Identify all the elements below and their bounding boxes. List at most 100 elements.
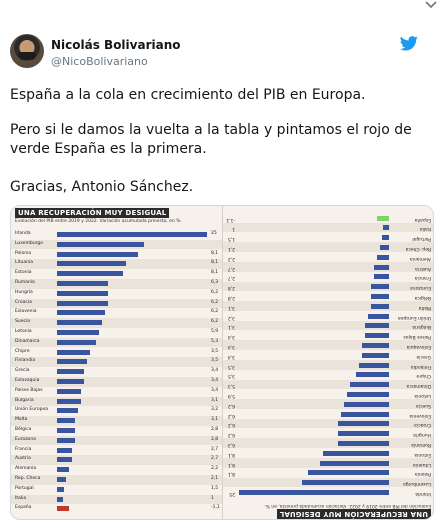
bar-category-label: Unión Europea (397, 314, 431, 320)
table-row: Letonia 5,9 (11, 328, 223, 338)
bar-value-label: 2,7 (227, 265, 235, 271)
bar-category-label: Eslovaquia (15, 378, 40, 383)
chart-title: UNA RECUPERACIÓN MUY DESIGUAL (15, 208, 170, 218)
bar-category-label: Malta (418, 304, 431, 310)
bar-value-label: 2,2 (227, 255, 235, 261)
bar-category-label: Polonia (15, 250, 32, 256)
bar-category-label: Unión Europea (15, 407, 49, 413)
bar-mark (362, 343, 389, 348)
bar-value-label: 6,2 (227, 402, 235, 408)
bar-value-label: 5,9 (227, 393, 235, 398)
bar-category-label: Chipre (416, 373, 431, 379)
bar-category-label: Dinamarca (406, 383, 431, 389)
bar-mark (57, 261, 126, 267)
bar-category-label: Austria (15, 456, 31, 462)
table-row: Polonia 8,1 (223, 468, 433, 478)
bar-mark (57, 477, 66, 482)
bar-value-label: -1,1 (211, 505, 220, 511)
bar-value-label: 3,5 (211, 348, 219, 354)
bar-mark (338, 431, 389, 437)
bar-mark (371, 303, 389, 309)
bar-category-label: Chipre (15, 348, 30, 354)
table-row: Eslovaquia 3,4 (11, 377, 223, 387)
bar-mark (57, 379, 84, 384)
table-row: Estonia 8,1 (223, 448, 433, 458)
bar-value-label: 6,3 (211, 280, 219, 285)
bar-category-label: Portugal (15, 485, 34, 491)
bar-category-label: Eslovaquia (406, 344, 431, 349)
table-row: Lituania 8,1 (11, 259, 223, 269)
table-row: Polonia 8,1 (11, 250, 223, 260)
bar-value-label: 2,8 (227, 295, 235, 300)
table-row: Unión Europea 3,2 (223, 311, 433, 321)
bar-mark (57, 398, 81, 404)
table-row: Eslovenia 6,2 (223, 409, 433, 419)
bar-value-label: 1,5 (227, 236, 235, 242)
bar-value-label: 2,8 (227, 285, 235, 291)
tweet-media-image[interactable]: UNA RECUPERACIÓN MUY DESIGUAL Evolución … (10, 205, 434, 520)
tweet-text-line-2: Pero si le damos la vuelta a la tabla y … (10, 122, 412, 157)
author-handle[interactable]: @NicoBolivariano (51, 55, 148, 68)
table-row: Chipre 3,5 (11, 348, 223, 358)
bar-mark (374, 264, 389, 270)
bar-mark (302, 480, 389, 486)
avatar[interactable] (10, 34, 44, 68)
bar-mark (57, 428, 75, 433)
bar-value-label: 3,1 (211, 397, 219, 403)
bar-mark (57, 437, 75, 443)
bar-category-label: Rumanía (15, 280, 35, 285)
table-row: Irlanda 25 (223, 487, 433, 497)
table-row: Hungría 6,2 (11, 289, 223, 299)
bar-mark (371, 284, 389, 290)
chart-subtitle: Evolución del PIB entre 2019 y 2022. Var… (264, 503, 431, 508)
bar-category-label: Grecia (416, 353, 432, 359)
bar-value-label: 6,2 (211, 319, 219, 325)
bar-mark (57, 320, 102, 326)
bar-value-label: 25 (229, 491, 235, 496)
table-row: España -1,1 (223, 213, 433, 223)
bar-value-label: 3,4 (227, 353, 235, 359)
bar-mark (57, 496, 63, 502)
bar-category-label: Bulgaria (412, 324, 431, 330)
bar-value-label: 25 (211, 231, 217, 236)
chart-title: UNA RECUPERACIÓN MUY DESIGUAL (276, 509, 431, 519)
bar-mark (338, 441, 389, 446)
table-row: Eslovenia 6,2 (11, 308, 223, 318)
bar-value-label: 6,2 (227, 412, 235, 418)
twitter-bird-icon[interactable] (400, 36, 418, 51)
bar-value-label: 6,3 (227, 442, 235, 447)
table-row: Portugal 1,5 (223, 233, 433, 243)
table-row: Francia 2,7 (11, 446, 223, 456)
bar-mark (57, 330, 99, 335)
bar-category-label: Lituania (413, 461, 431, 467)
chevron-down-icon[interactable] (424, 0, 438, 10)
table-row: Eslovaquia 3,4 (223, 340, 433, 350)
author-name[interactable]: Nicolás Bolivariano (51, 38, 181, 52)
bar-category-label: Eslovenia (15, 309, 37, 315)
bar-value-label: 3,5 (211, 358, 219, 364)
bar-mark (365, 323, 389, 329)
table-row: Suecia 6,2 (223, 399, 433, 409)
bar-value-label: 3,5 (227, 363, 235, 369)
bar-mark (57, 486, 65, 492)
bar-mark (341, 411, 389, 417)
bar-value-label: 1 (211, 495, 214, 501)
table-row: Letonia 5,9 (223, 389, 433, 399)
bar-category-label: Finlandia (410, 363, 431, 369)
bar-category-label: Alemania (409, 255, 431, 261)
table-row: Dinamarca 5,3 (223, 379, 433, 390)
bar-mark (359, 362, 389, 368)
bar-mark (239, 490, 389, 495)
bar-mark (57, 457, 72, 463)
bar-category-label: Letonia (414, 393, 431, 398)
bar-value-label: 8,1 (227, 461, 235, 467)
table-row: Dinamarca 5,3 (11, 337, 223, 348)
bar-mark (381, 235, 389, 241)
bar-value-label: 2,7 (227, 275, 235, 281)
bar-mark (57, 349, 90, 355)
bar-value-label: 8,1 (211, 250, 219, 256)
bar-value-label: 5,3 (211, 338, 219, 344)
table-row: Bulgaria 3,1 (223, 320, 433, 331)
table-row: Lituania 8,1 (223, 458, 433, 468)
